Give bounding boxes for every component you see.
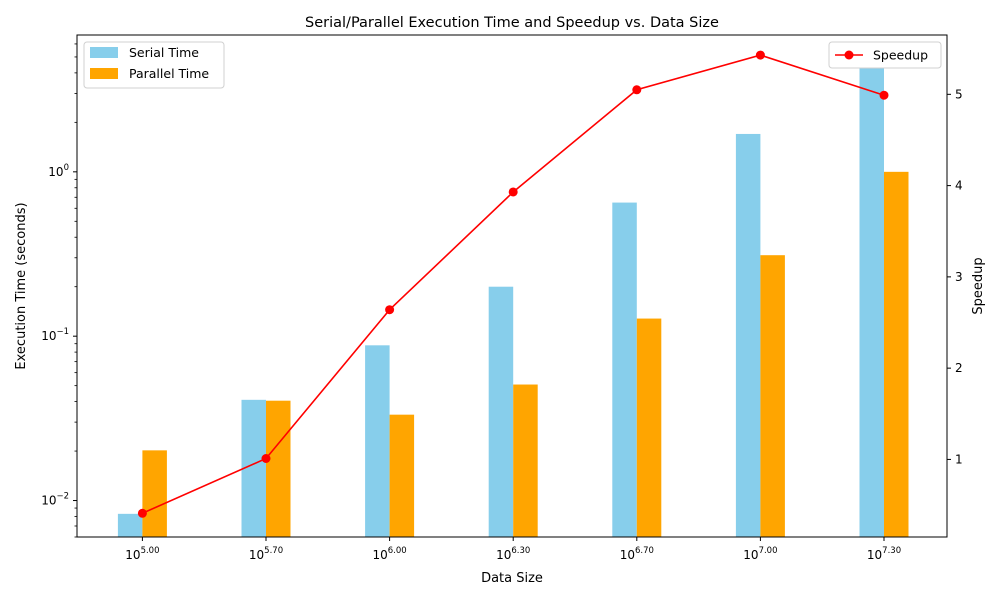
legend-bars: Serial Time Parallel Time <box>83 41 225 89</box>
parallel-bar-4 <box>636 318 662 537</box>
y-tick-label-1-exp: −1 <box>56 327 69 337</box>
legend-label-1: Parallel Time <box>129 66 209 81</box>
speedup-point-5 <box>755 50 765 60</box>
y-axis-label: Execution Time (seconds) <box>14 202 29 369</box>
speedup-point-0 <box>137 508 147 518</box>
y-tick-label-0-exp: −2 <box>56 492 69 502</box>
legend-swatch-0 <box>90 47 118 58</box>
legend-right-box <box>828 41 942 69</box>
y2-tick-label-0: 1 <box>955 452 963 466</box>
legend-line-marker <box>844 50 854 60</box>
speedup-point-6 <box>879 90 889 100</box>
y-tick-label-2-exp: 0 <box>64 163 69 173</box>
parallel-bar-1 <box>266 400 291 537</box>
serial-bar-2 <box>365 345 390 537</box>
x-tick-label-6: 107.30 <box>867 546 901 562</box>
x-tick-label-3-exp: 6.30 <box>511 546 530 556</box>
speedup-line-layer <box>137 50 889 518</box>
speedup-point-2 <box>385 305 395 315</box>
x-tick-label-5: 107.00 <box>743 546 777 562</box>
y2-axis-label: Speedup <box>971 257 986 314</box>
x-tick-label-2-base: 10 <box>372 548 387 562</box>
legend-swatch-1 <box>90 68 118 79</box>
y2-axis-ticks: 1 2 3 4 5 <box>947 87 963 466</box>
bars-layer <box>117 56 909 538</box>
parallel-bar-3 <box>513 384 538 537</box>
serial-bar-6 <box>859 56 884 537</box>
speedup-point-3 <box>508 187 518 197</box>
x-tick-label-0: 105.00 <box>125 546 159 562</box>
x-tick-label-0-base: 10 <box>125 548 140 562</box>
legend-left-box <box>83 41 225 89</box>
x-axis-ticks: 105.00 105.70 106.00 106.30 106.70 107.00 107.… <box>125 537 901 562</box>
speedup-point-1 <box>261 454 271 464</box>
x-tick-label-1: 105.70 <box>249 546 283 562</box>
plot-frame <box>76 34 948 538</box>
x-tick-label-2: 106.00 <box>372 546 406 562</box>
x-tick-label-4-base: 10 <box>620 548 635 562</box>
x-tick-label-6-exp: 7.30 <box>882 546 901 556</box>
x-tick-label-5-exp: 7.00 <box>759 546 778 556</box>
parallel-bar-6 <box>884 171 909 538</box>
y2-tick-label-3: 4 <box>955 179 963 193</box>
legend-line: Speedup <box>828 41 942 69</box>
x-tick-label-2-exp: 6.00 <box>388 546 407 556</box>
y2-tick-label-2: 3 <box>955 270 963 284</box>
x-tick-label-4: 106.70 <box>620 546 654 562</box>
x-tick-label-1-exp: 5.70 <box>264 546 283 556</box>
y-tick-label-2: 100 <box>48 163 69 179</box>
y-tick-label-1-base: 10 <box>41 329 56 343</box>
serial-bar-3 <box>488 286 514 537</box>
speedup-point-4 <box>632 85 642 95</box>
parallel-bar-5 <box>760 255 785 537</box>
chart-title: Serial/Parallel Execution Time and Speed… <box>305 15 719 31</box>
x-tick-label-4-exp: 6.70 <box>635 546 654 556</box>
x-tick-label-6-base: 10 <box>867 548 882 562</box>
y-tick-label-2-base: 10 <box>48 165 63 179</box>
x-tick-label-3: 106.30 <box>496 546 530 562</box>
y-tick-label-0: 10−2 <box>41 492 69 508</box>
legend-label-speedup: Speedup <box>873 48 928 63</box>
x-tick-label-5-base: 10 <box>743 548 758 562</box>
serial-bar-4 <box>612 202 637 537</box>
y2-tick-label-1: 2 <box>955 361 963 375</box>
parallel-bar-2 <box>389 414 415 537</box>
parallel-bar-0 <box>142 450 167 537</box>
serial-bar-0 <box>117 513 143 537</box>
x-tick-label-3-base: 10 <box>496 548 511 562</box>
x-tick-label-1-base: 10 <box>249 548 264 562</box>
y2-tick-label-4: 5 <box>955 87 963 101</box>
serial-bar-5 <box>735 133 761 537</box>
y-tick-label-1: 10−1 <box>41 327 69 343</box>
x-axis-label: Data Size <box>481 571 543 586</box>
x-tick-label-0-exp: 5.00 <box>141 546 160 556</box>
y-tick-label-0-base: 10 <box>41 494 56 508</box>
legend-label-0: Serial Time <box>129 45 199 60</box>
